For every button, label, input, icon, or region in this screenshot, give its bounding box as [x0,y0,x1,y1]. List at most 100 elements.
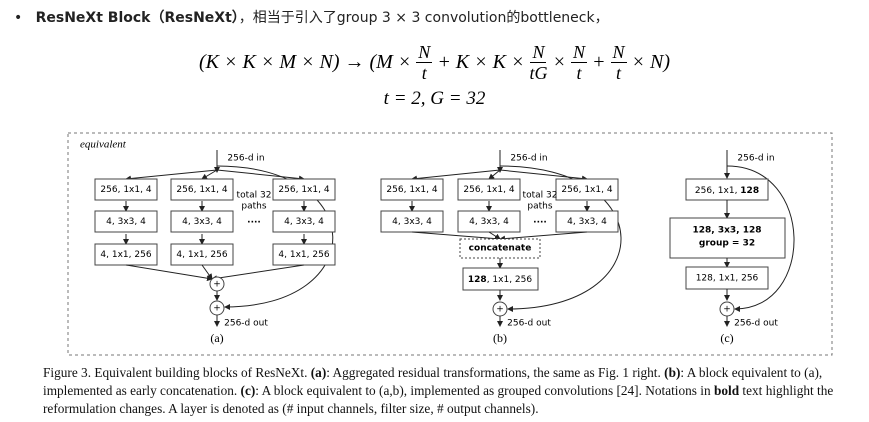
caption-part: text highlight the reformulation changes… [43,383,834,416]
label: + [213,304,221,314]
arrow [499,169,588,182]
caption-part: Figure 3. Equivalent building blocks of … [43,365,311,380]
formula-part: (K × K × M × N) → (M × [198,51,412,73]
caption-part: (a) [310,365,327,380]
denominator: t [421,63,427,83]
label: 256, 1x1, 4 [100,185,151,195]
label: 256-d out [734,319,778,329]
arrow [125,169,218,182]
layer-box [272,210,336,233]
label: + [496,305,504,315]
label: total 32 [523,191,558,201]
label: 128, 1x1, 256 [696,274,759,284]
bold-part: 128 [740,186,759,196]
formula-params: t = 2, G = 32 [383,88,486,109]
skip-connection [726,165,795,312]
numerator: N [530,42,547,63]
label: 4, 1x1, 256 [100,250,151,260]
label: 4, 3x3, 4 [392,217,432,227]
label: 4, 3x3, 4 [567,217,607,227]
label: (b) [493,331,507,345]
arrow [499,231,588,242]
denominator: t [616,63,622,83]
layer-box [170,210,234,233]
layer-box [94,210,158,233]
numerator: N [416,42,433,63]
label: 4, 3x3, 4 [106,217,146,227]
layer-box [669,217,786,259]
arrow [216,169,305,182]
formula-part: + [592,51,606,73]
caption-part: : Aggregated residual transformations, t… [326,365,665,380]
bullet: • ResNeXt Block（ResNeXt），相当于引入了group 3 ×… [14,10,609,26]
layer-box [457,178,521,201]
denominator: t [576,63,582,83]
label: (c) [720,331,733,345]
label: + [723,305,731,315]
figure: equivalent 256-d in 256, 1x1, 4 256, 1x1, … [67,132,833,356]
layer-box [94,178,158,201]
bullet-text: ，相当于引入了group 3 × 3 convolution的bottlenec… [238,10,609,26]
label: 4, 3x3, 4 [284,217,324,227]
caption-part: : A block equivalent to (a), implemented… [43,365,823,398]
label: 256-d out [224,319,268,329]
arrow [488,169,501,180]
label: 256, 1x1, 4 [278,185,329,195]
label: .... [247,216,261,226]
layer-box [380,178,444,201]
layer-box [459,238,541,259]
label: 256, 1x1, 4 [386,185,437,195]
label: 256, 1x1, 4 [176,185,227,195]
label: 128, 1x1, 256 [468,275,532,285]
caption-part: (b) [664,365,681,380]
skip-connection [499,165,622,312]
bullet-title: ResNeXt Block（ResNeXt） [35,10,239,26]
formula-part: × N) [631,51,671,73]
arrow [411,169,501,182]
numerator: N [610,42,627,63]
label: 4, 1x1, 256 [176,250,227,260]
label: 256, 1x1, 4 [561,185,612,195]
label: group = 32 [699,239,755,249]
label: 4, 1x1, 256 [278,250,329,260]
label: 256-d in [737,154,774,164]
figure-frame [67,132,833,356]
denominator: tG [529,63,548,83]
label: (a) [210,331,223,345]
label: 4, 3x3, 4 [469,217,509,227]
layer-box [555,178,619,201]
label: paths [241,202,266,212]
label: 256, 1x1, 128 [695,186,759,196]
arrow [201,169,218,180]
label: + [213,280,221,290]
formula-part: × [552,51,566,73]
arrow [488,231,501,240]
label: 256-d in [510,154,547,164]
label: concatenate [469,244,532,254]
caption-part: : A block equivalent to (a,b), implement… [255,383,714,398]
arrow [411,231,501,242]
label: 4, 3x3, 4 [182,217,222,227]
label: .... [533,216,547,226]
arrow [211,264,305,282]
equivalent-label: equivalent [80,139,127,151]
label: 256-d out [507,319,551,329]
formula-part: + K × K × [437,51,525,73]
layer-box [170,178,234,201]
label: 256, 1x1, 4 [463,185,514,195]
skip-connection [216,165,334,310]
layer-box [272,178,336,201]
part: , 1x1, 256 [487,275,533,285]
part: 256, 1x1, [695,186,740,196]
caption: Figure 3. Equivalent building blocks of … [43,364,865,418]
caption-part: (c) [240,383,256,398]
label: 128, 3x3, 128 [692,226,761,236]
label: 256-d in [227,154,264,164]
arrow [201,264,213,280]
label: paths [527,202,552,212]
